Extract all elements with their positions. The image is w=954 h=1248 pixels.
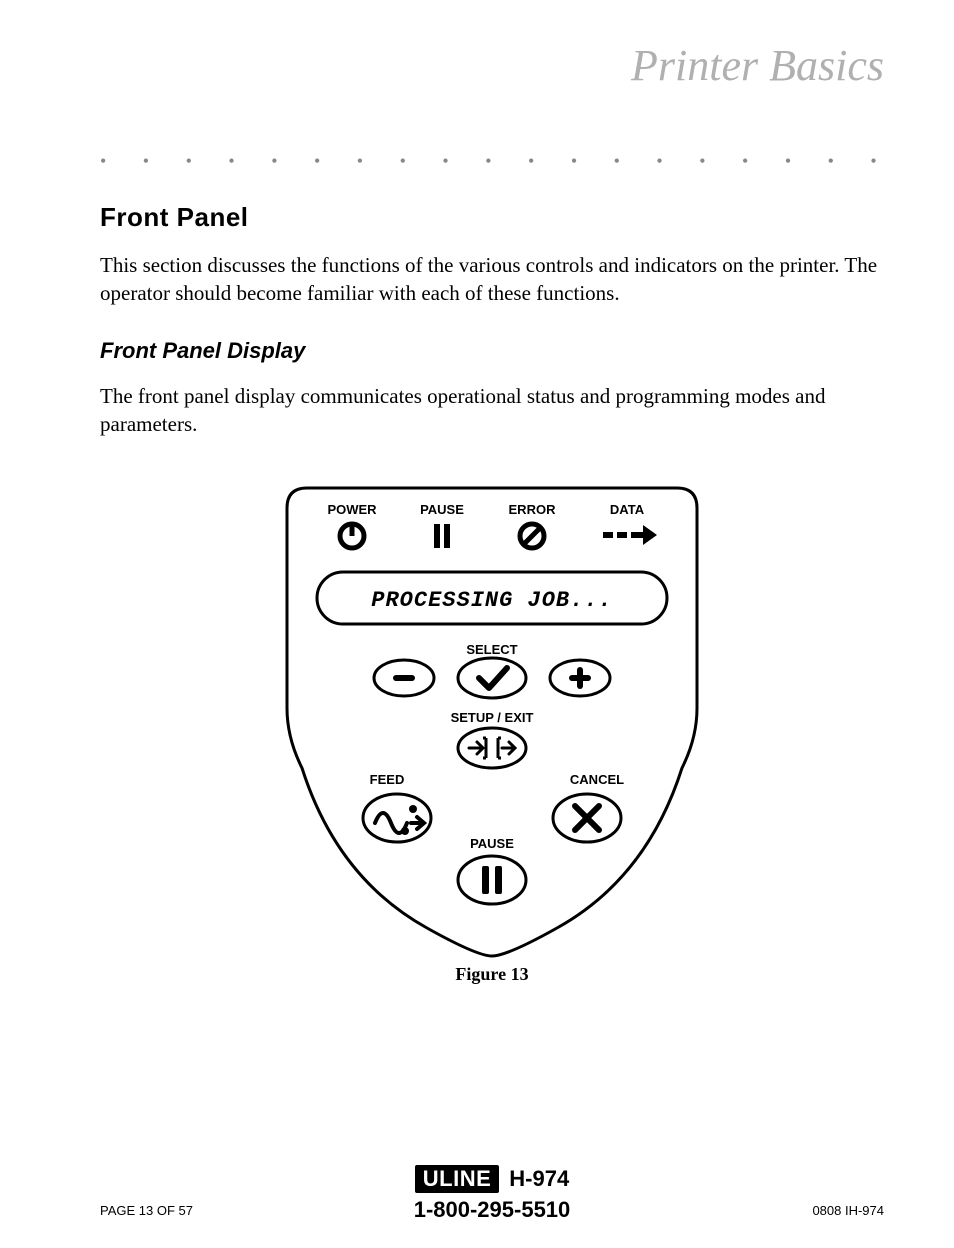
doc-code: 0808 IH-974 bbox=[812, 1203, 884, 1218]
minus-button[interactable] bbox=[374, 660, 434, 696]
dotted-rule: • • • • • • • • • • • • • • • • • • • • … bbox=[100, 151, 884, 172]
subsection-heading: Front Panel Display bbox=[100, 338, 884, 364]
subsection-body: The front panel display communicates ope… bbox=[100, 382, 884, 439]
front-panel-figure: POWER PAUSE ERROR DATA PROCESSING JOB... bbox=[277, 478, 707, 985]
feed-button[interactable] bbox=[363, 794, 431, 842]
page-footer: ULINE H-974 1-800-295-5510 PAGE 13 OF 57… bbox=[0, 1165, 954, 1218]
plus-button[interactable] bbox=[550, 660, 610, 696]
error-label: ERROR bbox=[509, 502, 557, 517]
figure-caption: Figure 13 bbox=[277, 964, 707, 985]
data-icon bbox=[603, 525, 657, 545]
model-number: H-974 bbox=[509, 1166, 569, 1191]
feed-label: FEED bbox=[370, 772, 405, 787]
section-heading: Front Panel bbox=[100, 202, 884, 233]
cancel-label: CANCEL bbox=[570, 772, 624, 787]
pause-button-label: PAUSE bbox=[470, 836, 514, 851]
power-icon bbox=[340, 524, 364, 548]
select-button[interactable] bbox=[458, 658, 526, 698]
page-number: PAGE 13 OF 57 bbox=[100, 1203, 193, 1218]
data-label: DATA bbox=[610, 502, 645, 517]
select-label: SELECT bbox=[466, 642, 517, 657]
error-icon bbox=[520, 524, 544, 548]
lcd-text: PROCESSING JOB... bbox=[371, 588, 612, 613]
cancel-button[interactable] bbox=[553, 794, 621, 842]
pause-indicator-icon bbox=[434, 524, 450, 548]
setup-exit-label: SETUP / EXIT bbox=[451, 710, 534, 725]
pause-indicator-label: PAUSE bbox=[420, 502, 464, 517]
chapter-title: Printer Basics bbox=[100, 40, 884, 91]
setup-exit-button[interactable] bbox=[458, 728, 526, 768]
brand-badge: ULINE bbox=[415, 1165, 500, 1193]
front-panel-svg: POWER PAUSE ERROR DATA PROCESSING JOB... bbox=[277, 478, 707, 958]
power-label: POWER bbox=[327, 502, 377, 517]
section-body: This section discusses the functions of … bbox=[100, 251, 884, 308]
pause-button[interactable] bbox=[458, 856, 526, 904]
